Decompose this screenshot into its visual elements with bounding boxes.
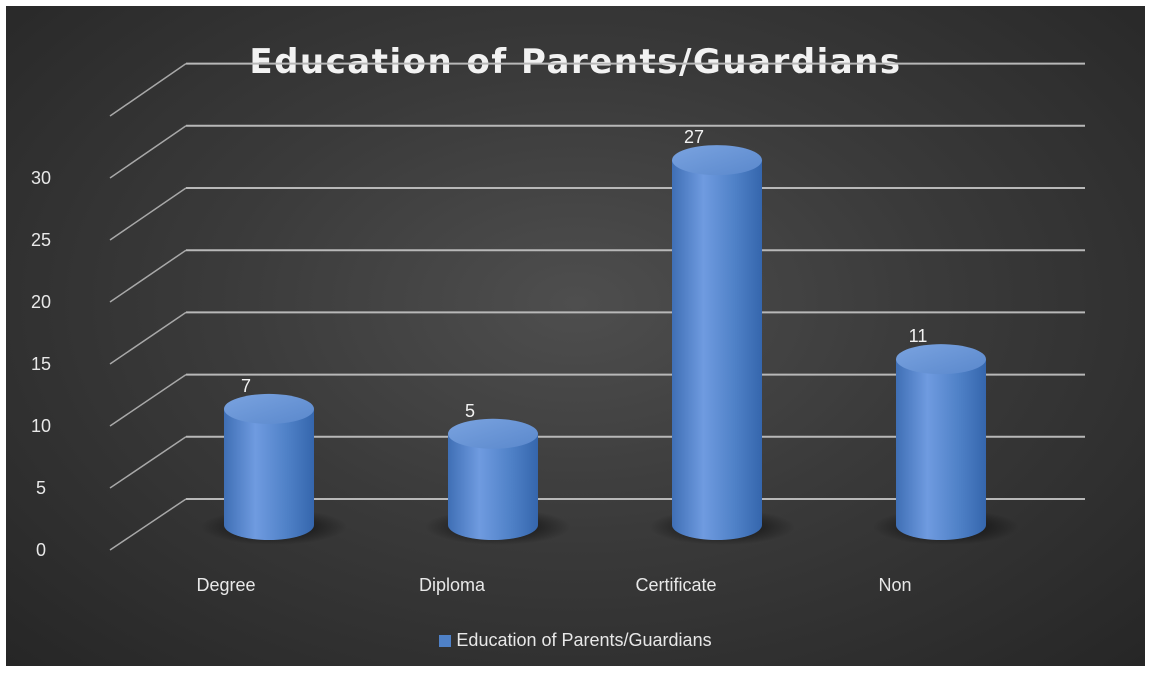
bar-body <box>896 359 986 540</box>
bar <box>201 393 347 545</box>
bar-top <box>672 145 762 176</box>
bar <box>649 145 795 545</box>
side-wall-line <box>109 187 187 241</box>
y-tick-label: 30 <box>31 168 51 188</box>
y-tick-label: 25 <box>31 230 51 250</box>
x-category-label: Certificate <box>635 575 716 595</box>
bar-top <box>448 418 538 449</box>
y-tick-label: 15 <box>31 354 51 374</box>
legend: Education of Parents/Guardians <box>6 630 1145 651</box>
data-label: 7 <box>241 376 251 396</box>
side-wall-line <box>109 311 187 365</box>
y-tick-label: 5 <box>36 478 46 498</box>
side-wall-line <box>109 436 187 489</box>
side-wall-line <box>109 249 187 303</box>
legend-label: Education of Parents/Guardians <box>456 630 712 650</box>
side-wall-line <box>109 498 187 551</box>
bar-body <box>448 433 538 540</box>
side-wall-line <box>109 373 187 427</box>
data-label: 11 <box>909 326 928 346</box>
bar-top <box>896 344 986 375</box>
legend-swatch <box>439 635 452 647</box>
bar-body <box>672 160 762 540</box>
chart-area: Education of Parents/Guardians 0 5 10 15 20 2… <box>6 6 1145 666</box>
side-wall-line <box>109 62 187 117</box>
data-label: 5 <box>465 401 475 421</box>
x-category-label: Diploma <box>419 575 486 595</box>
y-tick-label: 10 <box>31 416 51 436</box>
plot-area: 0 5 10 15 20 25 30 7 5 27 11 Degree Diploma Certifi… <box>31 62 1085 595</box>
y-tick-label: 20 <box>31 292 51 312</box>
bar <box>873 344 1019 545</box>
data-label: 27 <box>684 127 704 147</box>
y-tick-label: 0 <box>36 540 46 560</box>
bar-top <box>224 393 314 424</box>
x-category-label: Degree <box>196 575 255 595</box>
bar <box>425 418 571 545</box>
chart-title: Education of Parents/Guardians <box>249 42 902 82</box>
x-category-label: Non <box>878 575 911 595</box>
bar-body <box>224 408 314 540</box>
side-wall-line <box>109 125 187 179</box>
